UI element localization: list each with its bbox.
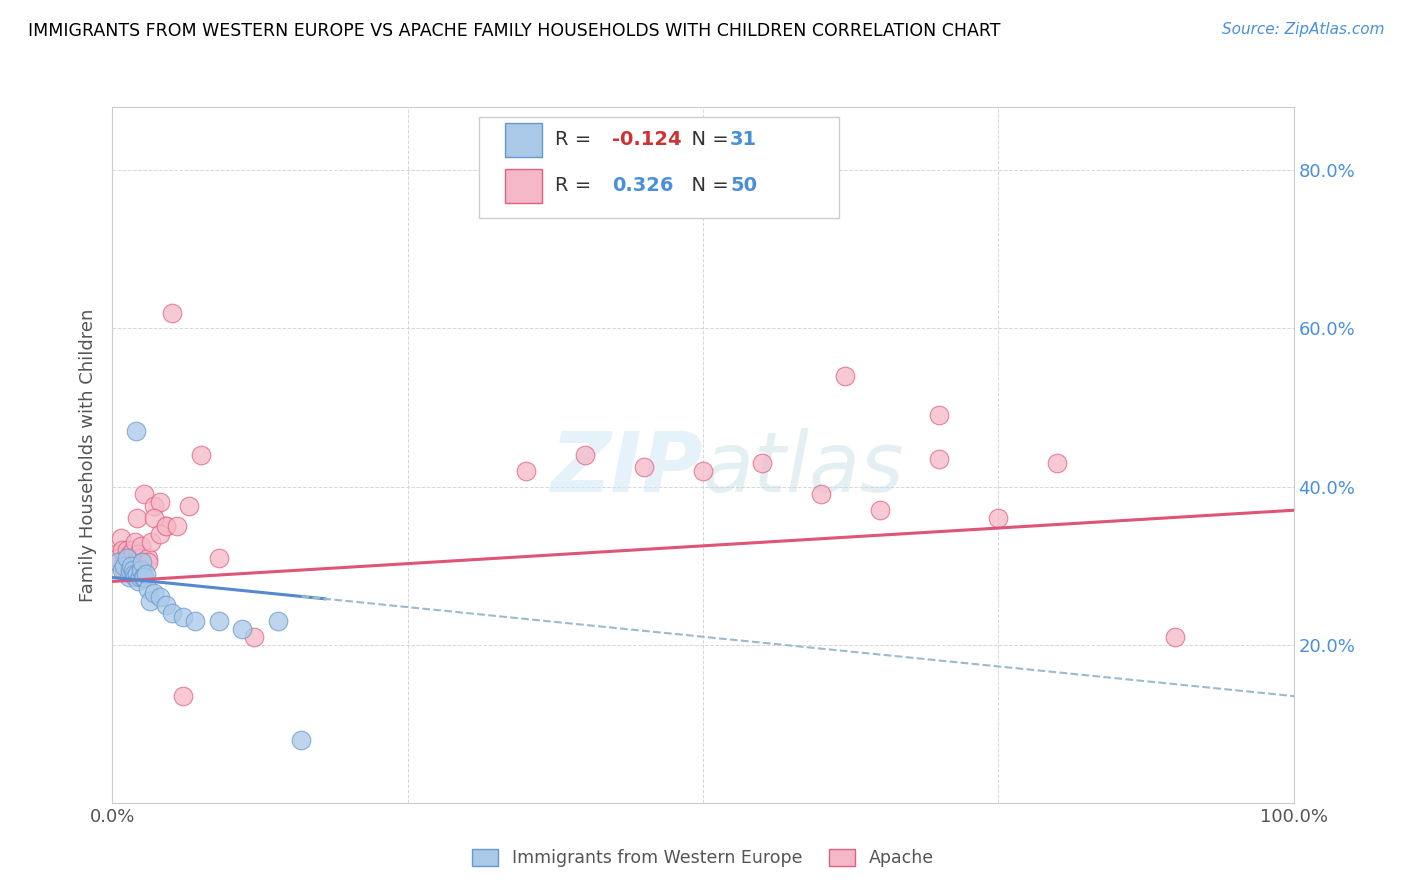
Point — [120, 550, 142, 565]
Point — [928, 451, 950, 466]
Point — [243, 630, 266, 644]
Point — [107, 550, 129, 565]
Point — [166, 519, 188, 533]
Point — [142, 500, 165, 514]
Point — [142, 511, 165, 525]
Text: atlas: atlas — [703, 428, 904, 509]
Point — [124, 570, 146, 584]
Point — [141, 534, 163, 549]
Point — [208, 614, 231, 628]
Point — [114, 550, 136, 565]
Text: Source: ZipAtlas.com: Source: ZipAtlas.com — [1222, 22, 1385, 37]
Point — [751, 456, 773, 470]
Point — [134, 487, 156, 501]
Text: IMMIGRANTS FROM WESTERN EUROPE VS APACHE FAMILY HOUSEHOLDS WITH CHILDREN CORRELA: IMMIGRANTS FROM WESTERN EUROPE VS APACHE… — [28, 22, 1001, 40]
FancyBboxPatch shape — [478, 118, 839, 219]
Point — [155, 519, 177, 533]
Point — [127, 511, 149, 525]
Point — [129, 563, 152, 577]
Text: R =: R = — [555, 130, 598, 150]
Point — [136, 555, 159, 569]
Point — [120, 558, 142, 573]
Point — [160, 305, 183, 319]
Point — [136, 582, 159, 597]
Point — [1046, 456, 1069, 470]
Text: 31: 31 — [730, 130, 758, 150]
Point — [184, 614, 207, 628]
Point — [127, 547, 149, 561]
Point — [128, 550, 150, 565]
Point — [810, 487, 832, 501]
Text: ZIP: ZIP — [550, 428, 703, 509]
Point — [155, 519, 177, 533]
Point — [122, 555, 145, 569]
Text: -0.124: -0.124 — [612, 130, 682, 150]
Point — [231, 622, 253, 636]
Point — [111, 542, 134, 557]
Point — [128, 570, 150, 584]
Point — [155, 598, 177, 612]
Point — [125, 558, 148, 573]
Point — [172, 610, 194, 624]
Point — [633, 459, 655, 474]
Point — [112, 558, 135, 573]
Point — [172, 689, 194, 703]
Point — [115, 542, 138, 557]
Point — [139, 594, 162, 608]
Point — [105, 547, 128, 561]
Point — [267, 614, 290, 628]
Point — [131, 555, 153, 569]
Point — [111, 563, 134, 577]
Point — [125, 424, 148, 438]
Point — [112, 563, 135, 577]
Legend: Immigrants from Western Europe, Apache: Immigrants from Western Europe, Apache — [465, 842, 941, 874]
Point — [290, 732, 312, 747]
Point — [110, 531, 132, 545]
Text: 50: 50 — [730, 177, 758, 195]
Point — [149, 591, 172, 605]
Point — [574, 448, 596, 462]
Point — [121, 563, 143, 577]
Point — [115, 550, 138, 565]
Point — [515, 464, 537, 478]
Point — [190, 448, 212, 462]
Point — [132, 570, 155, 584]
Point — [117, 550, 139, 565]
Point — [121, 542, 143, 557]
Point — [149, 495, 172, 509]
Point — [928, 409, 950, 423]
Point — [129, 539, 152, 553]
Point — [118, 555, 141, 569]
Point — [149, 527, 172, 541]
Point — [131, 555, 153, 569]
Point — [160, 606, 183, 620]
Point — [834, 368, 856, 383]
Point — [142, 586, 165, 600]
Point — [127, 574, 149, 589]
Point — [987, 511, 1010, 525]
Point — [134, 570, 156, 584]
Point — [124, 534, 146, 549]
Point — [1164, 630, 1187, 644]
Text: N =: N = — [679, 130, 735, 150]
FancyBboxPatch shape — [505, 169, 543, 203]
Y-axis label: Family Households with Children: Family Households with Children — [79, 309, 97, 601]
Point — [692, 464, 714, 478]
Point — [135, 566, 157, 581]
FancyBboxPatch shape — [505, 122, 543, 157]
Point — [179, 500, 201, 514]
Point — [120, 547, 142, 561]
Point — [869, 503, 891, 517]
Point — [118, 570, 141, 584]
Point — [122, 566, 145, 581]
Point — [127, 566, 149, 581]
Text: N =: N = — [679, 177, 735, 195]
Text: R =: R = — [555, 177, 598, 195]
Text: 0.326: 0.326 — [612, 177, 673, 195]
Point — [120, 563, 142, 577]
Point — [208, 550, 231, 565]
Point — [136, 550, 159, 565]
Point — [107, 555, 129, 569]
